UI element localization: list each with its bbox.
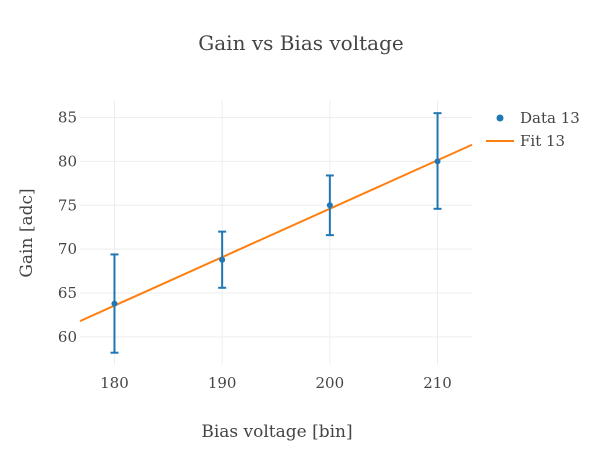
data-point: [433, 112, 442, 210]
legend-marker-swatch: [496, 114, 504, 122]
fit-line: [79, 143, 473, 323]
x-tick-label: 210: [423, 374, 452, 392]
data-point: [325, 174, 334, 237]
legend-label: Data 13: [520, 109, 580, 127]
legend-label: Fit 13: [520, 132, 565, 150]
y-tick-label: 60: [58, 328, 77, 346]
grid: [80, 100, 472, 365]
data-marker: [111, 300, 118, 307]
y-axis-title: Gain [adc]: [17, 188, 37, 277]
y-tick-label: 75: [58, 196, 77, 214]
y-ticks: 60 65 70 75 80 85: [58, 109, 77, 346]
x-axis-title: Bias voltage [bin]: [201, 422, 352, 442]
x-tick-label: 200: [316, 374, 345, 392]
data-marker: [434, 158, 441, 165]
data-marker: [219, 256, 226, 263]
y-tick-label: 80: [58, 152, 77, 170]
x-ticks: 180 190 200 210: [100, 374, 452, 392]
y-tick-label: 85: [58, 109, 77, 127]
x-tick-label: 190: [208, 374, 237, 392]
x-tick-label: 180: [100, 374, 129, 392]
data-marker: [326, 202, 333, 209]
data-point: [110, 253, 119, 354]
chart-title: Gain vs Bias voltage: [198, 31, 403, 55]
legend: Data 13 Fit 13: [486, 109, 580, 150]
y-tick-label: 70: [58, 240, 77, 258]
plot-area: [79, 112, 473, 354]
data-point: [218, 230, 227, 289]
y-tick-label: 65: [58, 284, 77, 302]
